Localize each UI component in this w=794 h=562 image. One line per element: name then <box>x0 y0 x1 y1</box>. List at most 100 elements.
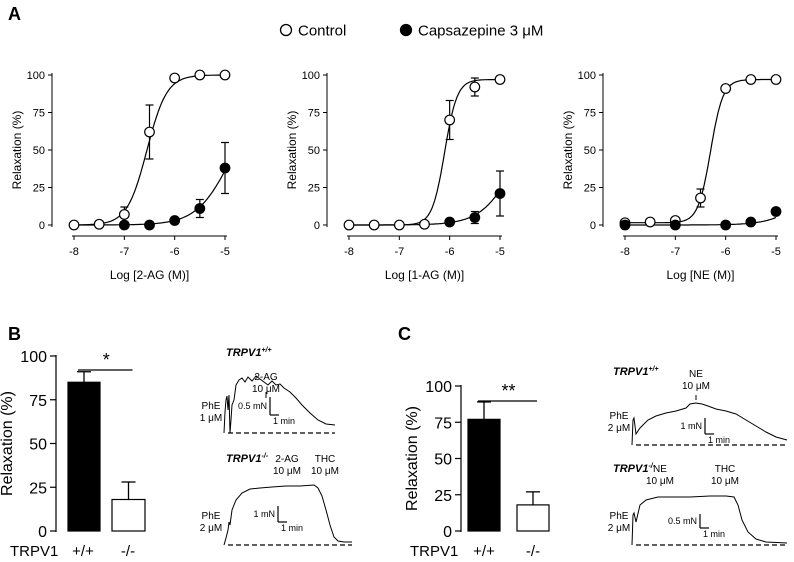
y-tick-label: 50 <box>584 145 596 157</box>
bar-wt <box>67 381 101 532</box>
y-tick-label: 0 <box>39 220 45 232</box>
legend: Control Capsazepine 3 μM <box>279 23 543 40</box>
data-point-control <box>720 83 732 94</box>
scale-label-time: 1 min <box>708 435 730 445</box>
y-tick-label: 100 <box>425 379 452 396</box>
significance-marker: ** <box>501 381 515 401</box>
phe-label-conc: 2 μM <box>608 423 630 434</box>
x-tick-label: -8 <box>620 246 630 258</box>
drug-label-conc: 10 μM <box>682 381 710 392</box>
genotype-label: TRPV1-/- <box>613 463 656 475</box>
y-tick-label: 0 <box>38 524 47 541</box>
legend-label-capsazepine: Capsazepine 3 μM <box>418 23 543 40</box>
phe-label-conc: 1 μM <box>200 413 222 424</box>
x-tick-label: -6 <box>445 246 455 258</box>
thc-label-name: THC <box>715 464 736 475</box>
y-tick-label: 75 <box>29 393 47 410</box>
drug-label-conc: 10 μM <box>646 476 674 487</box>
y-tick-label: 0 <box>314 220 320 232</box>
charts: A 0 25 50 75 100 -8 -7 -6 -5 Log [2-AG (M)] Relaxat… <box>0 4 782 560</box>
data-point-control <box>93 218 105 230</box>
data-point-control <box>169 72 181 84</box>
y-axis-label: Relaxation (%) <box>561 111 575 190</box>
genotype-superscript: +/+ <box>261 347 271 354</box>
y-tick-label: 75 <box>434 415 452 432</box>
phe-label-conc: 2 μM <box>200 523 222 534</box>
scale-label-time: 1 min <box>273 416 295 426</box>
y-tick-label: 100 <box>578 70 596 82</box>
data-point-control <box>745 74 757 85</box>
data-point-capsazepine <box>770 206 782 217</box>
y-tick-label: 25 <box>29 480 47 497</box>
data-point-control <box>469 81 481 93</box>
bar-wt <box>467 418 501 532</box>
data-point-capsazepine <box>444 216 456 228</box>
dose-response-chart-1: A 0 25 50 75 100 -8 -7 -6 -5 Log [2-AG (M)] Relaxat… <box>8 4 231 282</box>
phe-label-name: PhE <box>202 511 221 522</box>
y-tick-label: 0 <box>443 524 452 541</box>
y-axis-label: Relaxation (%) <box>10 111 24 190</box>
data-point-control <box>393 219 405 231</box>
phe-label-name: PhE <box>610 411 629 422</box>
category-label: -/- <box>121 543 135 560</box>
genotype-name: TRPV1 <box>226 453 261 465</box>
data-point-capsazepine <box>219 162 231 174</box>
scale-label-time: 1 min <box>281 523 303 533</box>
x-tick-label: -6 <box>721 246 731 258</box>
data-point-capsazepine <box>118 219 130 231</box>
panel-letter: C <box>398 324 411 344</box>
y-tick-label: 25 <box>33 183 45 195</box>
y-tick-label: 75 <box>308 108 320 120</box>
x-tick-label: -7 <box>119 246 129 258</box>
data-point-control <box>770 74 782 85</box>
y-tick-label: 0 <box>590 220 596 232</box>
y-axis-label: Relaxation (%) <box>404 406 421 511</box>
y-tick-label: 100 <box>20 349 47 366</box>
data-point-capsazepine <box>720 219 732 231</box>
y-tick-label: 25 <box>434 488 452 505</box>
x-tick-label: -5 <box>495 246 505 258</box>
data-point-capsazepine <box>194 203 206 214</box>
category-label: +/+ <box>72 543 94 560</box>
category-label: +/+ <box>473 543 495 560</box>
scale-label-force: 0.5 mN <box>668 516 697 526</box>
legend-marker-capsazepine <box>399 23 413 37</box>
drug-label-conc: 10 μM <box>252 384 280 395</box>
scale-label-time: 1 min <box>703 529 725 539</box>
group-label: TRPV1 <box>10 543 58 560</box>
data-point-control <box>194 69 206 81</box>
tension-trace <box>631 402 788 446</box>
genotype-name: TRPV1 <box>613 463 648 475</box>
drug-label-conc: 10 μM <box>273 466 301 477</box>
tension-trace <box>223 375 336 434</box>
thc-label-conc: 10 μM <box>311 466 339 477</box>
data-point-control <box>219 69 231 81</box>
category-label: -/- <box>526 543 540 560</box>
genotype-name: TRPV1 <box>613 366 648 378</box>
legend-marker-control <box>279 23 293 37</box>
data-point-capsazepine <box>169 215 181 226</box>
x-tick-label: -5 <box>771 246 781 258</box>
genotype-label: TRPV1-/- <box>226 453 269 465</box>
genotype-superscript: -/- <box>261 453 268 460</box>
tension-trace <box>631 495 788 546</box>
x-tick-label: -5 <box>220 246 230 258</box>
phe-label-name: PhE <box>610 511 629 522</box>
y-tick-label: 75 <box>33 108 45 120</box>
data-point-capsazepine <box>469 212 481 223</box>
data-point-control <box>343 219 355 231</box>
bar-chart-B: B 0 25 50 75 100 Relaxation (%) +/+ -/- TRPV1 * <box>0 324 146 560</box>
x-tick-label: -7 <box>670 246 680 258</box>
x-tick-label: -6 <box>170 246 180 258</box>
genotype-label: TRPV1+/+ <box>613 366 659 378</box>
bar-ko <box>111 498 146 532</box>
panel-letter: B <box>8 324 21 344</box>
data-point-control <box>644 216 656 228</box>
tension-trace <box>223 484 352 546</box>
thc-label-name: THC <box>315 454 336 465</box>
data-point-control <box>118 209 130 220</box>
y-tick-label: 100 <box>27 70 45 82</box>
